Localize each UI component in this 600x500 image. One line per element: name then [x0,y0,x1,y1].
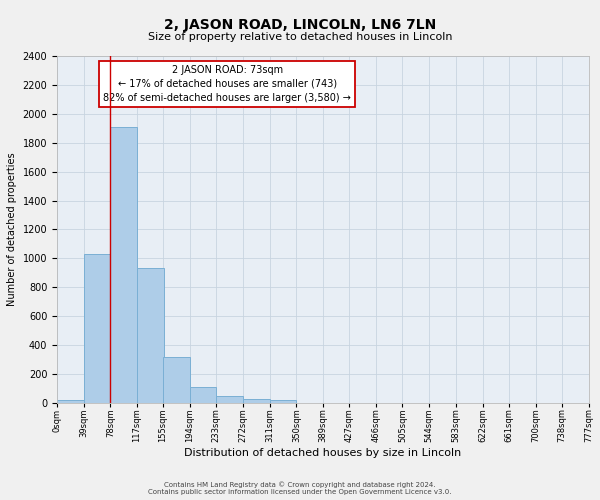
Bar [190,387,217,403]
Bar [243,398,270,403]
Bar [110,127,137,403]
Text: Contains public sector information licensed under the Open Government Licence v3: Contains public sector information licen… [148,489,452,495]
Bar [163,356,190,403]
Text: Size of property relative to detached houses in Lincoln: Size of property relative to detached ho… [148,32,452,42]
Y-axis label: Number of detached properties: Number of detached properties [7,152,17,306]
Bar [270,400,296,403]
Text: 2, JASON ROAD, LINCOLN, LN6 7LN: 2, JASON ROAD, LINCOLN, LN6 7LN [164,18,436,32]
Bar [137,268,164,403]
Bar [83,254,110,403]
X-axis label: Distribution of detached houses by size in Lincoln: Distribution of detached houses by size … [184,448,461,458]
Text: Contains HM Land Registry data © Crown copyright and database right 2024.: Contains HM Land Registry data © Crown c… [164,481,436,488]
Bar [57,400,83,403]
Bar [217,396,243,403]
Text: 2 JASON ROAD: 73sqm
← 17% of detached houses are smaller (743)
82% of semi-detac: 2 JASON ROAD: 73sqm ← 17% of detached ho… [103,64,351,102]
